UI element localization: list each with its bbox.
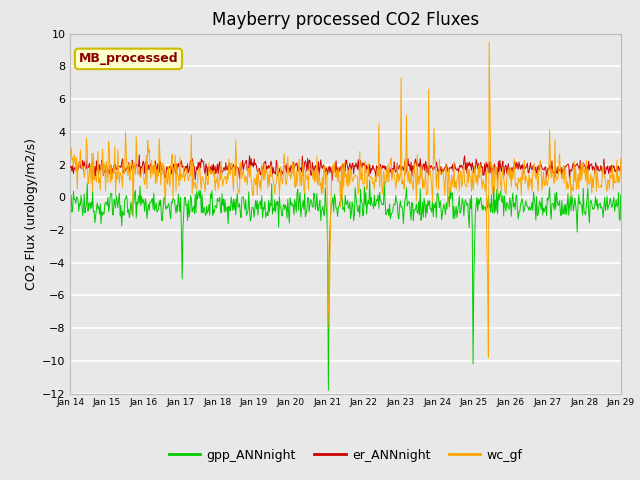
gpp_ANNnight: [218, 191, 226, 197]
er_ANNnight: [67, 165, 74, 170]
wc_gf: [485, 39, 493, 45]
wc_gf: [429, 199, 436, 205]
Text: MB_processed: MB_processed: [79, 52, 179, 65]
gpp_ANNnight: [189, 206, 196, 212]
wc_gf: [413, 198, 420, 204]
er_ANNnight: [617, 168, 625, 173]
gpp_ANNnight: [324, 387, 332, 393]
wc_gf: [617, 156, 625, 161]
gpp_ANNnight: [67, 206, 74, 212]
er_ANNnight: [219, 169, 227, 175]
Y-axis label: CO2 Flux (urology/m2/s): CO2 Flux (urology/m2/s): [25, 138, 38, 289]
er_ANNnight: [328, 178, 336, 183]
Line: er_ANNnight: er_ANNnight: [70, 155, 621, 180]
er_ANNnight: [414, 163, 422, 169]
wc_gf: [67, 152, 74, 157]
wc_gf: [484, 355, 492, 360]
wc_gf: [189, 158, 196, 164]
Line: wc_gf: wc_gf: [70, 42, 621, 358]
gpp_ANNnight: [366, 177, 374, 183]
er_ANNnight: [133, 162, 141, 168]
wc_gf: [133, 158, 141, 164]
Legend: gpp_ANNnight, er_ANNnight, wc_gf: gpp_ANNnight, er_ANNnight, wc_gf: [164, 444, 527, 467]
gpp_ANNnight: [414, 211, 422, 216]
gpp_ANNnight: [77, 202, 84, 208]
er_ANNnight: [136, 152, 143, 158]
wc_gf: [218, 176, 226, 182]
Line: gpp_ANNnight: gpp_ANNnight: [70, 180, 621, 390]
gpp_ANNnight: [617, 192, 625, 197]
er_ANNnight: [77, 163, 84, 168]
gpp_ANNnight: [430, 202, 438, 207]
Title: Mayberry processed CO2 Fluxes: Mayberry processed CO2 Fluxes: [212, 11, 479, 29]
er_ANNnight: [430, 166, 438, 172]
gpp_ANNnight: [133, 199, 141, 205]
er_ANNnight: [190, 163, 198, 168]
wc_gf: [77, 147, 84, 153]
